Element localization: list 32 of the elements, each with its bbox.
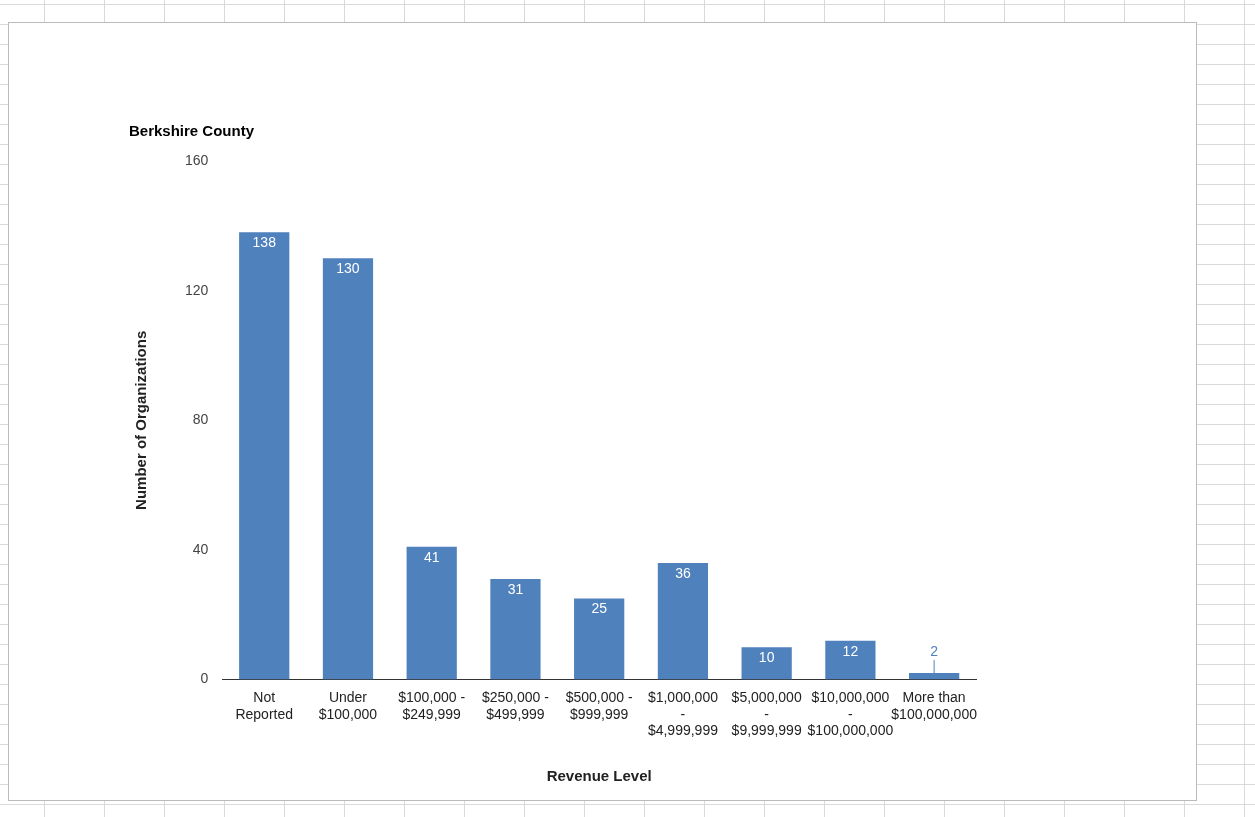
bar bbox=[741, 647, 792, 680]
bar bbox=[490, 579, 541, 680]
x-tick-label: Under $100,000 bbox=[318, 688, 378, 722]
y-tick-label: 40 bbox=[192, 540, 209, 557]
data-label: 12 bbox=[842, 642, 859, 659]
x-tick-label: $250,000 - $499,999 bbox=[481, 688, 550, 722]
x-tick-label: $500,000 - $999,999 bbox=[565, 688, 633, 722]
x-tick-label: $100,000 - $249,999 bbox=[398, 688, 466, 722]
data-label: 138 bbox=[252, 234, 277, 251]
bar bbox=[657, 562, 709, 680]
x-tick-label: $1,000,000 - $4,999,999 bbox=[647, 688, 719, 739]
y-tick-label: 80 bbox=[192, 411, 209, 428]
y-tick-label: 160 bbox=[185, 151, 209, 168]
data-label: 25 bbox=[591, 600, 608, 617]
x-tick-label: Not Reported bbox=[235, 688, 294, 722]
bar bbox=[322, 258, 374, 680]
bar bbox=[406, 546, 457, 680]
data-label: 41 bbox=[423, 548, 440, 565]
chart-title: Berkshire County bbox=[129, 122, 255, 140]
data-label: 10 bbox=[758, 649, 775, 666]
y-tick-label: 120 bbox=[185, 281, 209, 298]
data-label: 2 bbox=[930, 642, 939, 659]
bar bbox=[574, 598, 625, 680]
data-label: 31 bbox=[507, 580, 524, 597]
data-label: 130 bbox=[336, 260, 360, 277]
bar bbox=[239, 232, 290, 680]
y-tick-label: 0 bbox=[200, 670, 209, 687]
data-label: 36 bbox=[675, 564, 691, 581]
x-axis-title: Revenue Level bbox=[546, 767, 652, 785]
x-tick-label: $5,000,000 - $9,999,999 bbox=[731, 688, 802, 739]
bar bbox=[825, 640, 876, 680]
y-axis-title: Number of Organizations bbox=[132, 330, 150, 510]
